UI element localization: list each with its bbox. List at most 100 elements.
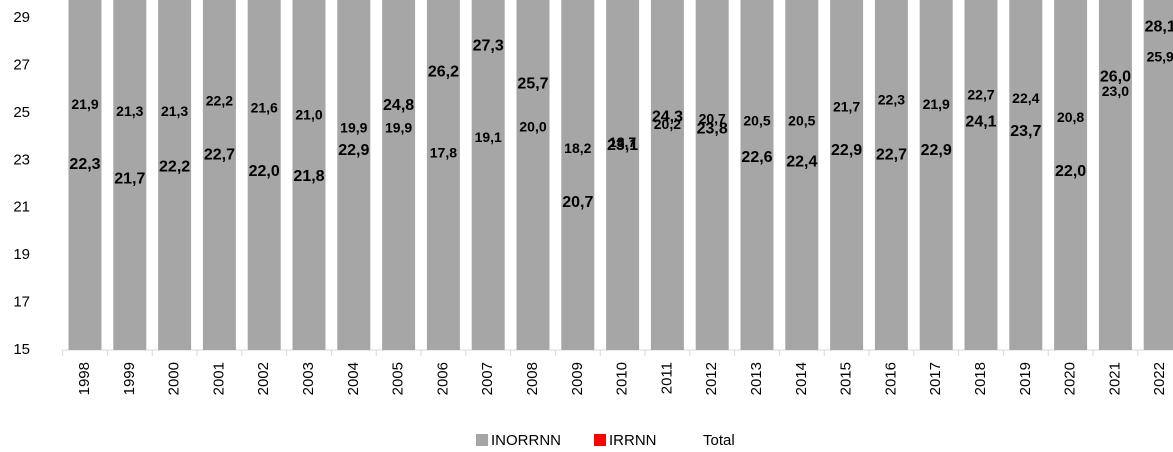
legend-label: INORRNN [491,432,561,449]
data-label: 22,2 [206,92,233,108]
x-tick-label: 2000 [166,362,183,395]
legend-label: Total [703,432,735,449]
bar-segment [337,0,371,350]
data-label: 20,5 [743,113,770,129]
x-tick-label: 2009 [569,362,586,395]
data-label: 21,7 [833,98,860,114]
data-label: 19,9 [340,120,367,136]
bar-segment [68,0,102,350]
total-label: 22,0 [249,163,280,180]
data-label: 20,5 [788,113,815,129]
data-label: 20,2 [654,116,681,132]
total-label: 23,7 [1010,123,1041,140]
x-tick-label: 2005 [390,362,407,395]
x-tick-label: 2016 [882,362,899,395]
total-label: 21,8 [293,168,324,185]
total-label: 21,7 [114,170,145,187]
x-tick-label: 2011 [658,362,675,394]
bar-segment [1009,0,1043,351]
total-label: 22,7 [876,147,907,164]
total-label: 20,7 [562,194,593,211]
y-tick-label: 25 [13,104,30,121]
data-label: 21,3 [161,103,188,119]
total-label: 22,9 [921,142,952,159]
legend-swatch [594,434,606,446]
data-label: 21,9 [71,96,98,112]
x-tick-label: 2004 [345,362,362,395]
bar-segment [830,0,864,350]
total-label: 23,8 [697,121,728,138]
x-tick-label: 2020 [1062,362,1079,395]
data-label: 18,2 [564,140,591,156]
data-label: 21,3 [116,103,143,119]
x-tick-label: 2007 [479,362,496,395]
data-label: 22,7 [967,87,994,103]
bar-segment [964,0,998,350]
data-label: 20,8 [1057,109,1084,125]
y-tick-label: 15 [13,341,30,358]
legend-swatch [476,434,488,446]
total-label: 22,3 [69,156,100,173]
total-label: 22,9 [338,142,369,159]
data-label: 20,0 [519,119,546,135]
x-tick-label: 2010 [614,362,631,395]
x-tick-label: 1998 [76,362,93,395]
x-tick-label: 2002 [255,362,272,395]
x-tick-label: 2001 [210,362,227,395]
x-tick-label: 2013 [748,362,765,395]
legend-label: IRRNN [609,432,657,449]
total-label: 28,1 [1145,19,1173,36]
x-tick-label: 2015 [838,362,855,395]
data-label: 25,9 [1147,49,1173,65]
data-label: 19,9 [385,120,412,136]
bar-segment [874,0,908,350]
x-tick-label: 2014 [793,362,810,395]
bar-segment [561,0,595,351]
data-label: 22,4 [1012,90,1039,106]
total-label: 22,4 [786,154,817,171]
total-label: 22,2 [159,158,190,175]
bar-segment [650,0,684,350]
bar-segment [247,0,281,350]
total-label: 22,9 [831,142,862,159]
y-tick-label: 27 [13,56,30,73]
total-label: 26,2 [428,64,459,81]
bar-segment [695,0,729,350]
bar-segment [292,0,326,350]
bar-segment [1143,0,1173,350]
x-tick-label: 2006 [434,362,451,395]
y-tick-label: 17 [13,294,30,311]
x-tick-label: 1999 [121,362,138,395]
bar-segment [785,0,819,350]
total-label: 24,3 [652,109,683,126]
bar-segment [426,0,460,350]
bar-segment [113,0,147,350]
bar-segment [382,0,416,350]
bar-segment [1098,0,1132,351]
bar-segment [202,0,236,351]
x-tick-label: 2021 [1106,362,1123,395]
total-label: 24,1 [965,113,996,130]
x-tick-label: 2018 [972,362,989,395]
y-tick-label: 19 [13,246,30,263]
data-label: 23,0 [1102,83,1129,99]
x-tick-label: 2022 [1151,362,1168,395]
x-tick-label: 2008 [524,362,541,395]
bar-segment [516,0,550,350]
data-label: 20,7 [699,110,726,126]
data-label: 17,8 [430,145,457,161]
y-tick-label: 23 [13,151,30,168]
data-label: 19,1 [475,129,502,145]
total-label: 22,6 [741,149,772,166]
x-tick-label: 2003 [300,362,317,395]
bar-segment [158,0,192,350]
x-tick-label: 2019 [1017,362,1034,395]
total-label: 22,0 [1055,163,1086,180]
data-label: 22,3 [878,91,905,107]
x-tick-label: 2012 [703,362,720,395]
data-label: 21,9 [923,96,950,112]
y-tick-label: 29 [13,9,30,26]
data-label: 21,0 [295,107,322,123]
total-label: 27,3 [473,38,504,55]
